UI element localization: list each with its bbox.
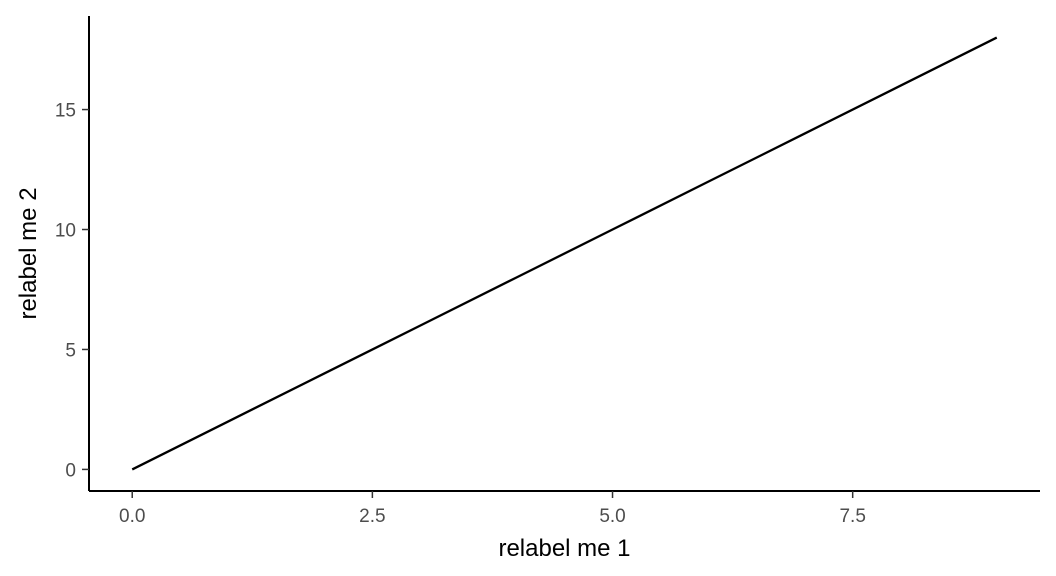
- x-tick-label: 0.0: [119, 506, 145, 527]
- y-tick-label: 5: [65, 340, 76, 361]
- plot-area: [131, 36, 998, 471]
- y-axis-ticks: 0 5 10 15: [55, 101, 89, 481]
- x-axis-title: relabel me 1: [498, 535, 630, 562]
- series-line: [131, 36, 998, 471]
- y-axis-title: relabel me 2: [15, 187, 42, 319]
- x-axis-ticks: 0.0 2.5 5.0 7.5: [119, 491, 866, 527]
- x-tick-label: 2.5: [359, 506, 385, 527]
- x-tick-label: 7.5: [839, 506, 865, 527]
- y-tick-label: 15: [55, 101, 76, 122]
- y-tick-label: 0: [65, 460, 76, 481]
- x-tick-label: 5.0: [599, 506, 625, 527]
- y-tick-label: 10: [55, 221, 76, 242]
